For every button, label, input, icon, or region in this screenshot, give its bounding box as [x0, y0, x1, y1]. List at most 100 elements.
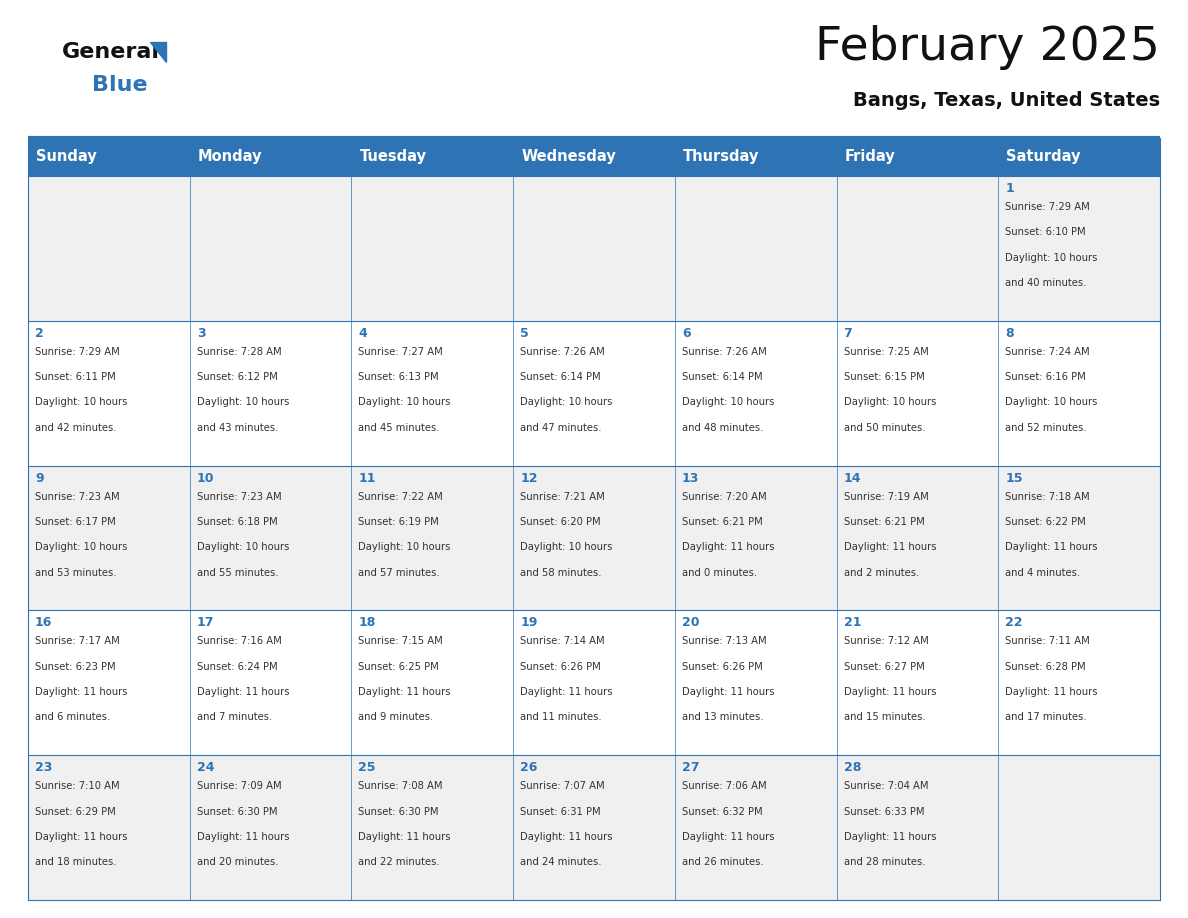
Text: Daylight: 11 hours: Daylight: 11 hours	[843, 687, 936, 697]
Text: 20: 20	[682, 616, 700, 630]
Text: Sunset: 6:20 PM: Sunset: 6:20 PM	[520, 517, 601, 527]
Text: 16: 16	[34, 616, 52, 630]
Text: 2: 2	[34, 327, 44, 340]
Text: Sunset: 6:30 PM: Sunset: 6:30 PM	[197, 807, 277, 816]
Text: Thursday: Thursday	[683, 150, 759, 164]
Text: and 52 minutes.: and 52 minutes.	[1005, 423, 1087, 432]
Text: Sunset: 6:28 PM: Sunset: 6:28 PM	[1005, 662, 1086, 672]
Text: and 57 minutes.: and 57 minutes.	[359, 567, 440, 577]
Text: Sunset: 6:26 PM: Sunset: 6:26 PM	[520, 662, 601, 672]
Text: Sunset: 6:21 PM: Sunset: 6:21 PM	[682, 517, 763, 527]
Text: Daylight: 10 hours: Daylight: 10 hours	[197, 543, 289, 553]
Text: Monday: Monday	[197, 150, 263, 164]
Text: Sunrise: 7:11 AM: Sunrise: 7:11 AM	[1005, 636, 1091, 646]
Text: Sunset: 6:13 PM: Sunset: 6:13 PM	[359, 372, 440, 382]
Text: Daylight: 11 hours: Daylight: 11 hours	[197, 687, 289, 697]
Text: and 28 minutes.: and 28 minutes.	[843, 857, 925, 868]
Text: Sunset: 6:29 PM: Sunset: 6:29 PM	[34, 807, 115, 816]
Text: 23: 23	[34, 761, 52, 774]
Text: Sunrise: 7:21 AM: Sunrise: 7:21 AM	[520, 492, 605, 501]
Text: and 2 minutes.: and 2 minutes.	[843, 567, 918, 577]
Text: Daylight: 10 hours: Daylight: 10 hours	[520, 397, 613, 408]
Text: Daylight: 10 hours: Daylight: 10 hours	[359, 543, 450, 553]
Text: Sunrise: 7:04 AM: Sunrise: 7:04 AM	[843, 781, 928, 791]
Text: Sunset: 6:27 PM: Sunset: 6:27 PM	[843, 662, 924, 672]
Text: Sunrise: 7:27 AM: Sunrise: 7:27 AM	[359, 347, 443, 357]
Text: February 2025: February 2025	[815, 26, 1159, 71]
Text: and 55 minutes.: and 55 minutes.	[197, 567, 278, 577]
Text: Sunrise: 7:29 AM: Sunrise: 7:29 AM	[34, 347, 120, 357]
Text: Sunrise: 7:25 AM: Sunrise: 7:25 AM	[843, 347, 928, 357]
Text: Sunset: 6:18 PM: Sunset: 6:18 PM	[197, 517, 277, 527]
Text: 28: 28	[843, 761, 861, 774]
Text: Sunset: 6:30 PM: Sunset: 6:30 PM	[359, 807, 438, 816]
Text: Daylight: 11 hours: Daylight: 11 hours	[1005, 543, 1098, 553]
Text: Sunrise: 7:18 AM: Sunrise: 7:18 AM	[1005, 492, 1089, 501]
Text: and 22 minutes.: and 22 minutes.	[359, 857, 440, 868]
Bar	[29, 138, 1159, 176]
Text: Sunrise: 7:28 AM: Sunrise: 7:28 AM	[197, 347, 282, 357]
Text: 25: 25	[359, 761, 375, 774]
Text: Sunrise: 7:19 AM: Sunrise: 7:19 AM	[843, 492, 928, 501]
Text: 26: 26	[520, 761, 537, 774]
Text: and 17 minutes.: and 17 minutes.	[1005, 712, 1087, 722]
Text: Daylight: 11 hours: Daylight: 11 hours	[34, 687, 127, 697]
Text: and 13 minutes.: and 13 minutes.	[682, 712, 764, 722]
Text: Daylight: 11 hours: Daylight: 11 hours	[682, 832, 775, 842]
Text: Sunset: 6:14 PM: Sunset: 6:14 PM	[520, 372, 601, 382]
Text: Sunrise: 7:09 AM: Sunrise: 7:09 AM	[197, 781, 282, 791]
Text: Friday: Friday	[845, 150, 896, 164]
Bar	[29, 756, 1159, 900]
Text: and 53 minutes.: and 53 minutes.	[34, 567, 116, 577]
Text: Sunrise: 7:29 AM: Sunrise: 7:29 AM	[1005, 202, 1091, 212]
Text: Daylight: 10 hours: Daylight: 10 hours	[197, 397, 289, 408]
Text: Sunset: 6:22 PM: Sunset: 6:22 PM	[1005, 517, 1086, 527]
Text: Sunrise: 7:10 AM: Sunrise: 7:10 AM	[34, 781, 120, 791]
Text: Sunset: 6:21 PM: Sunset: 6:21 PM	[843, 517, 924, 527]
Text: Saturday: Saturday	[1006, 150, 1081, 164]
Text: 3: 3	[197, 327, 206, 340]
Text: Sunrise: 7:08 AM: Sunrise: 7:08 AM	[359, 781, 443, 791]
Text: Daylight: 10 hours: Daylight: 10 hours	[359, 397, 450, 408]
Text: and 40 minutes.: and 40 minutes.	[1005, 278, 1087, 288]
Text: and 9 minutes.: and 9 minutes.	[359, 712, 434, 722]
Bar	[29, 320, 1159, 465]
Text: and 26 minutes.: and 26 minutes.	[682, 857, 764, 868]
Text: 21: 21	[843, 616, 861, 630]
Text: Daylight: 11 hours: Daylight: 11 hours	[843, 832, 936, 842]
Text: Bangs, Texas, United States: Bangs, Texas, United States	[853, 91, 1159, 109]
Text: 17: 17	[197, 616, 214, 630]
Text: and 58 minutes.: and 58 minutes.	[520, 567, 601, 577]
Text: Sunrise: 7:20 AM: Sunrise: 7:20 AM	[682, 492, 766, 501]
Text: Daylight: 11 hours: Daylight: 11 hours	[34, 832, 127, 842]
Text: and 43 minutes.: and 43 minutes.	[197, 423, 278, 432]
Text: Sunrise: 7:23 AM: Sunrise: 7:23 AM	[197, 492, 282, 501]
Text: 14: 14	[843, 472, 861, 485]
Text: 11: 11	[359, 472, 375, 485]
Text: Tuesday: Tuesday	[360, 150, 426, 164]
Text: Sunrise: 7:14 AM: Sunrise: 7:14 AM	[520, 636, 605, 646]
Text: and 0 minutes.: and 0 minutes.	[682, 567, 757, 577]
Text: Sunrise: 7:26 AM: Sunrise: 7:26 AM	[682, 347, 766, 357]
Text: and 48 minutes.: and 48 minutes.	[682, 423, 763, 432]
Text: Sunset: 6:19 PM: Sunset: 6:19 PM	[359, 517, 440, 527]
Text: and 24 minutes.: and 24 minutes.	[520, 857, 601, 868]
Text: Sunset: 6:31 PM: Sunset: 6:31 PM	[520, 807, 601, 816]
Text: 19: 19	[520, 616, 537, 630]
Text: Sunset: 6:14 PM: Sunset: 6:14 PM	[682, 372, 763, 382]
Text: Daylight: 11 hours: Daylight: 11 hours	[1005, 687, 1098, 697]
Text: Sunset: 6:32 PM: Sunset: 6:32 PM	[682, 807, 763, 816]
Text: Sunset: 6:15 PM: Sunset: 6:15 PM	[843, 372, 924, 382]
Text: Sunrise: 7:16 AM: Sunrise: 7:16 AM	[197, 636, 282, 646]
Text: Daylight: 11 hours: Daylight: 11 hours	[682, 687, 775, 697]
Text: Daylight: 11 hours: Daylight: 11 hours	[520, 832, 613, 842]
Text: Sunset: 6:25 PM: Sunset: 6:25 PM	[359, 662, 440, 672]
Text: 5: 5	[520, 327, 529, 340]
Text: Daylight: 10 hours: Daylight: 10 hours	[34, 397, 127, 408]
Text: Daylight: 11 hours: Daylight: 11 hours	[359, 832, 451, 842]
Text: and 7 minutes.: and 7 minutes.	[197, 712, 272, 722]
Text: Daylight: 10 hours: Daylight: 10 hours	[520, 543, 613, 553]
Bar	[29, 465, 1159, 610]
Text: Sunset: 6:26 PM: Sunset: 6:26 PM	[682, 662, 763, 672]
Text: and 6 minutes.: and 6 minutes.	[34, 712, 110, 722]
